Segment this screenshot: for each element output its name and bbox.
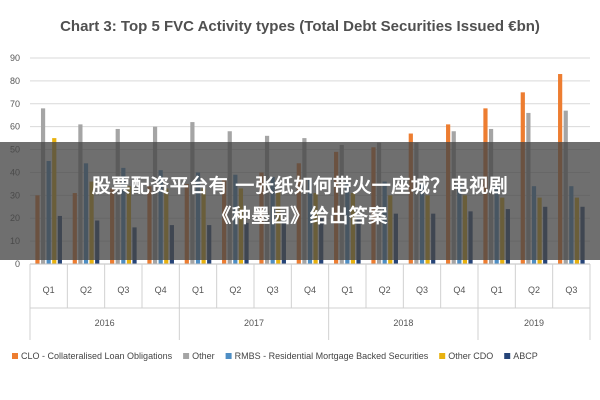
x-tick-label: Q4 <box>155 285 167 295</box>
legend-label: Other <box>192 351 215 361</box>
y-tick-label: 60 <box>10 122 20 132</box>
overlay-text-line-1: 股票配资平台有 一张纸如何带火一座城？电视剧 <box>91 175 509 197</box>
y-tick-label: 80 <box>10 76 20 86</box>
legend-swatch <box>12 353 18 359</box>
chart-title: Chart 3: Top 5 FVC Activity types (Total… <box>60 18 540 35</box>
legend: CLO - Collateralised Loan Obligations Oth… <box>12 351 538 361</box>
y-tick-label: 0 <box>15 259 20 269</box>
x-tick-label: Q1 <box>43 285 55 295</box>
x-tick-label: Q3 <box>267 285 279 295</box>
promo-overlay-banner: 股票配资平台有 一张纸如何带火一座城？电视剧 《种墨园》给出答案 <box>0 142 600 260</box>
legend-swatch <box>439 353 446 359</box>
legend-label: RMBS - Residential Mortgage Backed Secur… <box>235 351 429 361</box>
x-tick-label: Q3 <box>117 285 129 295</box>
x-tick-label: Q2 <box>229 285 241 295</box>
x-tick-label: Q2 <box>379 285 391 295</box>
x-tick-label: Q1 <box>192 285 204 295</box>
x-tick-label: Q2 <box>528 285 540 295</box>
x-tick-label: Q3 <box>416 285 428 295</box>
x-tick-label: Q1 <box>491 285 503 295</box>
x-tick-label: Q2 <box>80 285 92 295</box>
x-group-label: 2019 <box>524 318 544 328</box>
legend-label: Other CDO <box>448 351 493 361</box>
x-tick-label: Q1 <box>341 285 353 295</box>
legend-label: ABCP <box>513 351 538 361</box>
overlay-text-line-2: 《种墨园》给出答案 <box>212 205 388 227</box>
x-tick-label: Q4 <box>304 285 316 295</box>
x-group-label: 2017 <box>244 318 264 328</box>
legend-swatch <box>183 353 190 359</box>
legend-label: CLO - Collateralised Loan Obligations <box>21 351 173 361</box>
x-tick-label: Q3 <box>565 285 577 295</box>
y-tick-label: 90 <box>10 53 20 63</box>
x-group-label: 2018 <box>393 318 413 328</box>
legend-swatch <box>225 353 232 359</box>
y-tick-label: 70 <box>10 99 20 109</box>
x-tick-label: Q4 <box>453 285 465 295</box>
legend-swatch <box>504 353 511 359</box>
x-group-label: 2016 <box>95 318 115 328</box>
